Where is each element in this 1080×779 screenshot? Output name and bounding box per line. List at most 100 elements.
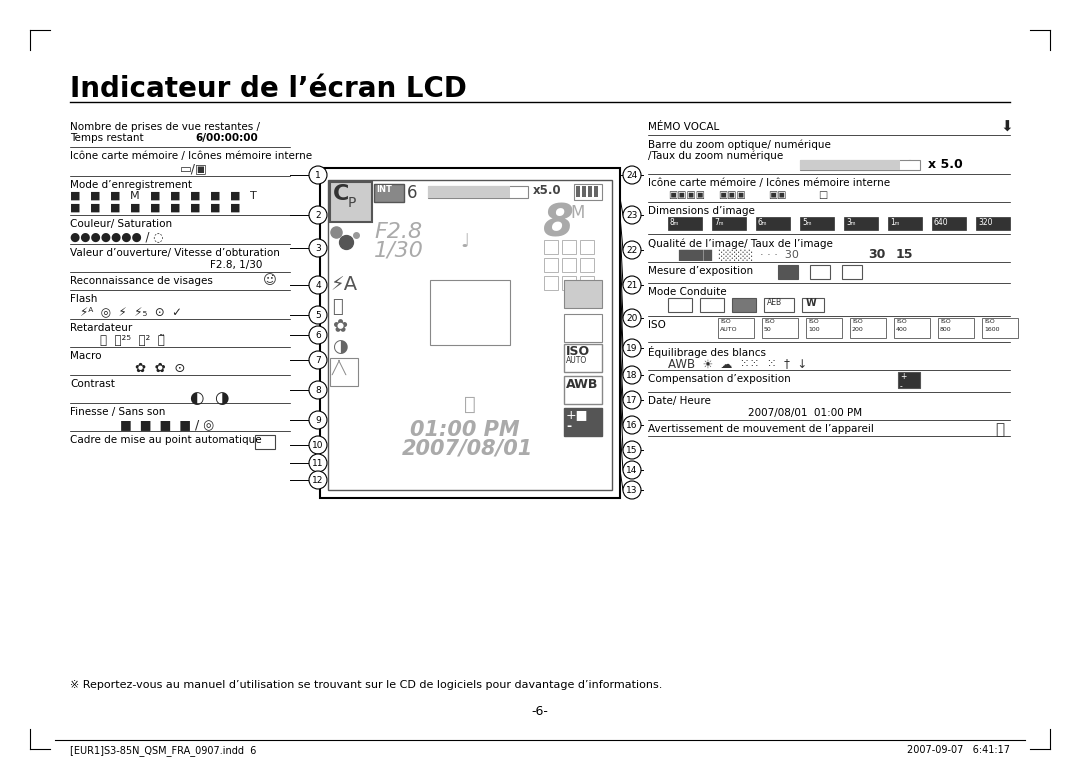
Text: ISO: ISO	[984, 319, 995, 324]
Text: 4: 4	[315, 280, 321, 290]
Circle shape	[309, 454, 327, 472]
Bar	[669, 298, 692, 312]
Text: Qualité de l’image/ Taux de l’image: Qualité de l’image/ Taux de l’image	[648, 238, 833, 249]
Circle shape	[309, 326, 327, 344]
Bar	[255, 435, 275, 449]
Text: ISO: ISO	[720, 319, 731, 324]
Text: ⚡A: ⚡A	[330, 275, 357, 294]
Text: ╱╲: ╱╲	[332, 360, 347, 375]
Circle shape	[309, 381, 327, 399]
Text: ISO: ISO	[648, 320, 666, 330]
Text: 50: 50	[764, 327, 772, 332]
Text: Mode Conduite: Mode Conduite	[648, 287, 727, 297]
Bar	[842, 265, 862, 279]
Text: 9: 9	[315, 415, 321, 425]
Text: 13: 13	[626, 485, 638, 495]
Text: 11: 11	[312, 459, 324, 467]
Bar	[732, 298, 756, 312]
Bar	[428, 186, 528, 198]
Text: F2.8, 1/30: F2.8, 1/30	[210, 260, 262, 270]
Text: ■: ■	[130, 203, 140, 213]
Text: ▣▣: ▣▣	[768, 190, 786, 200]
Bar	[562, 240, 576, 254]
Bar	[580, 276, 594, 290]
Circle shape	[623, 391, 642, 409]
Text: Flash: Flash	[70, 294, 97, 304]
Bar	[810, 265, 831, 279]
Text: ※ Reportez-vous au manuel d’utilisation se trouvant sur le CD de logiciels pour : ※ Reportez-vous au manuel d’utilisation …	[70, 680, 662, 690]
Text: 6: 6	[315, 330, 321, 340]
Text: C: C	[333, 184, 349, 204]
Bar	[764, 298, 794, 312]
Bar	[544, 276, 558, 290]
Circle shape	[309, 351, 327, 369]
Text: ☺̇: ☺̇	[264, 274, 276, 287]
Text: Cadre de mise au point automatique: Cadre de mise au point automatique	[70, 435, 261, 445]
Text: +
-: + -	[900, 372, 906, 391]
Text: ■: ■	[230, 203, 241, 213]
Bar	[762, 318, 798, 338]
Bar	[564, 314, 602, 342]
Bar	[544, 240, 558, 254]
Text: ■: ■	[110, 191, 121, 201]
Text: ▭/▣: ▭/▣	[180, 162, 207, 175]
Bar	[806, 318, 842, 338]
Text: 15: 15	[626, 446, 638, 454]
Bar	[544, 258, 558, 272]
Text: 1600: 1600	[984, 327, 999, 332]
Text: □: □	[818, 190, 827, 200]
Text: ■: ■	[170, 203, 180, 213]
Text: 21: 21	[626, 280, 637, 290]
Circle shape	[623, 309, 642, 327]
Text: Contrast: Contrast	[70, 379, 114, 389]
Bar	[669, 217, 702, 230]
Text: 1ₘ: 1ₘ	[890, 218, 900, 227]
Bar	[932, 217, 966, 230]
Bar	[594, 186, 598, 197]
Text: -6-: -6-	[531, 705, 549, 718]
Bar	[564, 280, 602, 308]
Text: 2: 2	[315, 210, 321, 220]
Bar	[328, 180, 612, 490]
Text: /Taux du zoom numérique: /Taux du zoom numérique	[648, 150, 783, 160]
Text: F2.8: F2.8	[374, 222, 422, 242]
Text: W: W	[806, 298, 816, 308]
Circle shape	[623, 166, 642, 184]
Circle shape	[309, 411, 327, 429]
Text: Icône carte mémoire / Icônes mémoire interne: Icône carte mémoire / Icônes mémoire int…	[70, 151, 312, 161]
Text: Nombre de prises de vue restantes /: Nombre de prises de vue restantes /	[70, 122, 260, 132]
Text: ISO: ISO	[764, 319, 774, 324]
Text: ♩: ♩	[460, 232, 470, 251]
Bar	[712, 217, 746, 230]
Text: ISO: ISO	[940, 319, 950, 324]
Text: 320: 320	[978, 218, 993, 227]
Text: -: -	[566, 420, 571, 433]
Text: 01:00 PM: 01:00 PM	[410, 420, 519, 440]
Circle shape	[623, 441, 642, 459]
Text: AWB: AWB	[566, 378, 598, 391]
Text: ■: ■	[70, 191, 81, 201]
Bar	[778, 265, 798, 279]
Text: Mesure d’exposition: Mesure d’exposition	[648, 266, 753, 276]
Text: 12: 12	[312, 475, 324, 485]
Text: Barre du zoom optique/ numérique: Barre du zoom optique/ numérique	[648, 139, 831, 150]
Text: 640: 640	[934, 218, 948, 227]
Circle shape	[623, 276, 642, 294]
Text: AUTO: AUTO	[720, 327, 738, 332]
Circle shape	[623, 339, 642, 357]
Text: ■  ■  ■  ■ / ◎: ■ ■ ■ ■ / ◎	[120, 418, 214, 431]
Bar	[580, 258, 594, 272]
Text: MÉMO VOCAL: MÉMO VOCAL	[648, 122, 719, 132]
Bar	[430, 280, 510, 345]
Text: 16: 16	[626, 421, 638, 429]
Text: ⛆: ⛆	[464, 395, 476, 414]
Text: ■: ■	[90, 191, 100, 201]
Text: 2007/08/01: 2007/08/01	[402, 438, 534, 458]
Text: +■: +■	[566, 408, 589, 421]
Bar	[800, 217, 834, 230]
Bar	[982, 318, 1018, 338]
Text: 20: 20	[626, 313, 637, 323]
Text: M: M	[130, 191, 139, 201]
Text: ████  ░░░░  · · ·  30: ████ ░░░░ · · · 30	[678, 250, 799, 262]
Text: x 5.0: x 5.0	[928, 158, 962, 171]
